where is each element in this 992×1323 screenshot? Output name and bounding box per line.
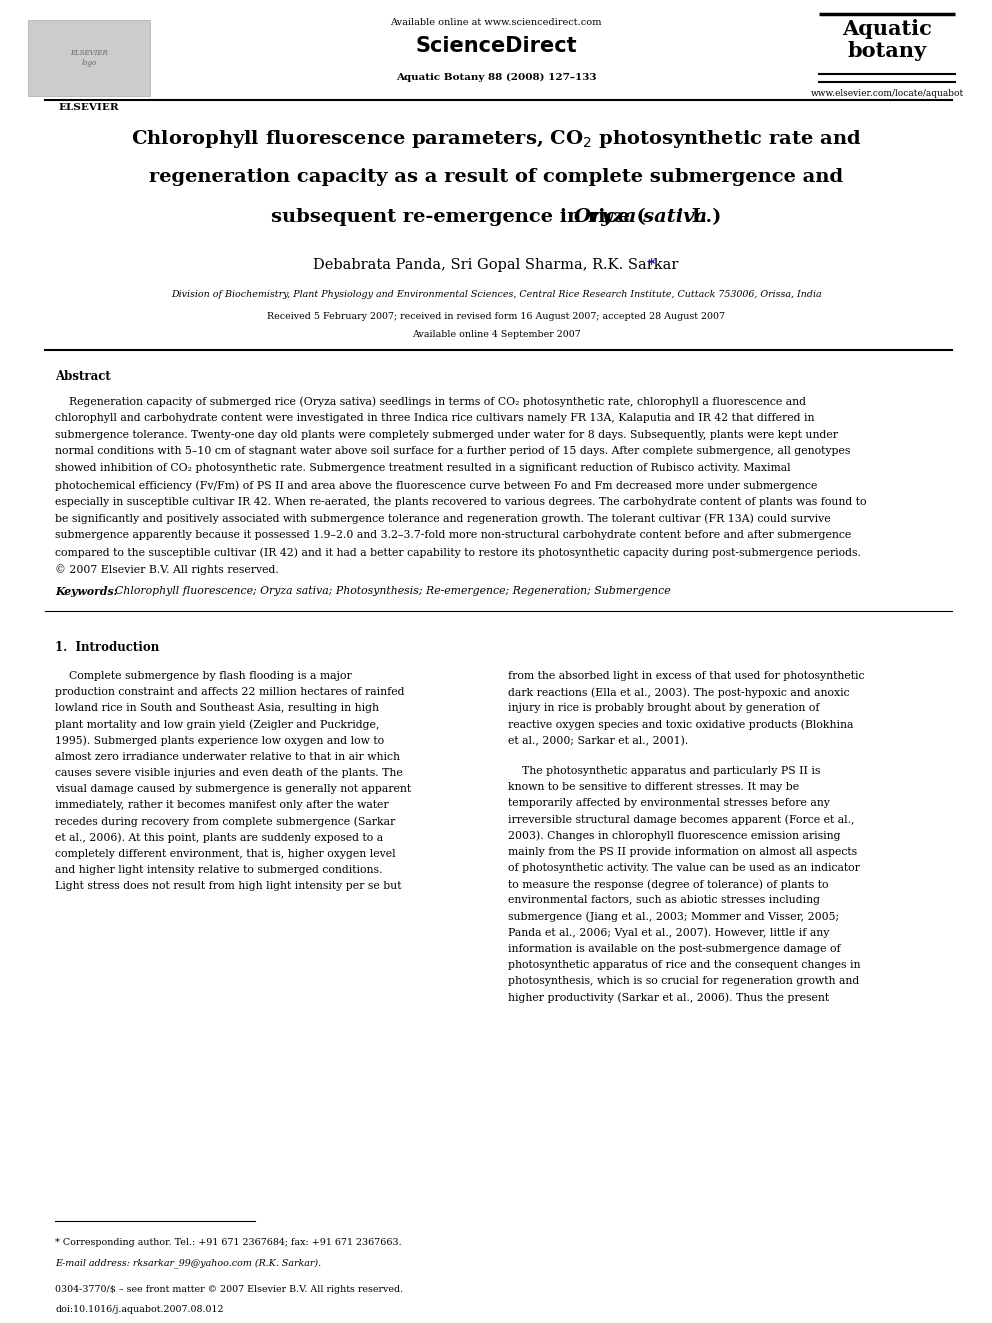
Text: Debabrata Panda, Sri Gopal Sharma, R.K. Sarkar: Debabrata Panda, Sri Gopal Sharma, R.K. … xyxy=(313,258,679,273)
Text: causes severe visible injuries and even death of the plants. The: causes severe visible injuries and even … xyxy=(55,767,403,778)
Text: photosynthetic apparatus of rice and the consequent changes in: photosynthetic apparatus of rice and the… xyxy=(508,960,860,970)
Text: mainly from the PS II provide information on almost all aspects: mainly from the PS II provide informatio… xyxy=(508,847,857,856)
Text: Panda et al., 2006; Vyal et al., 2007). However, little if any: Panda et al., 2006; Vyal et al., 2007). … xyxy=(508,927,829,938)
Text: 1.  Introduction: 1. Introduction xyxy=(55,640,160,654)
Text: higher productivity (Sarkar et al., 2006). Thus the present: higher productivity (Sarkar et al., 2006… xyxy=(508,992,829,1003)
Text: irreversible structural damage becomes apparent (Force et al.,: irreversible structural damage becomes a… xyxy=(508,814,854,824)
Text: of photosynthetic activity. The value can be used as an indicator: of photosynthetic activity. The value ca… xyxy=(508,863,860,873)
Text: © 2007 Elsevier B.V. All rights reserved.: © 2007 Elsevier B.V. All rights reserved… xyxy=(55,564,279,574)
Text: Keywords:: Keywords: xyxy=(55,586,118,597)
Text: ScienceDirect: ScienceDirect xyxy=(416,36,576,56)
Text: Available online 4 September 2007: Available online 4 September 2007 xyxy=(412,329,580,339)
Text: compared to the susceptible cultivar (IR 42) and it had a better capability to r: compared to the susceptible cultivar (IR… xyxy=(55,548,861,558)
Text: 1995). Submerged plants experience low oxygen and low to: 1995). Submerged plants experience low o… xyxy=(55,736,384,746)
Text: •••: ••• xyxy=(448,38,478,52)
Text: completely different environment, that is, higher oxygen level: completely different environment, that i… xyxy=(55,849,396,859)
Text: immediately, rather it becomes manifest only after the water: immediately, rather it becomes manifest … xyxy=(55,800,389,811)
Text: plant mortality and low grain yield (Zeigler and Puckridge,: plant mortality and low grain yield (Zei… xyxy=(55,720,379,730)
Text: submergence tolerance. Twenty-one day old plants were completely submerged under: submergence tolerance. Twenty-one day ol… xyxy=(55,430,838,439)
Text: production constraint and affects 22 million hectares of rainfed: production constraint and affects 22 mil… xyxy=(55,687,405,697)
Text: ELSEVIER
logo: ELSEVIER logo xyxy=(70,49,108,66)
Text: 0304-3770/$ – see front matter © 2007 Elsevier B.V. All rights reserved.: 0304-3770/$ – see front matter © 2007 El… xyxy=(55,1285,403,1294)
Text: showed inhibition of CO₂ photosynthetic rate. Submergence treatment resulted in : showed inhibition of CO₂ photosynthetic … xyxy=(55,463,791,474)
Text: photosynthesis, which is so crucial for regeneration growth and: photosynthesis, which is so crucial for … xyxy=(508,976,859,986)
Text: and higher light intensity relative to submerged conditions.: and higher light intensity relative to s… xyxy=(55,865,382,876)
Text: L.): L.) xyxy=(684,208,721,226)
Text: photochemical efficiency (Fv/Fm) of PS II and area above the fluorescence curve : photochemical efficiency (Fv/Fm) of PS I… xyxy=(55,480,817,491)
Text: Regeneration capacity of submerged rice (Oryza sativa) seedlings in terms of CO₂: Regeneration capacity of submerged rice … xyxy=(55,396,806,406)
Text: doi:10.1016/j.aquabot.2007.08.012: doi:10.1016/j.aquabot.2007.08.012 xyxy=(55,1304,223,1314)
Text: lowland rice in South and Southeast Asia, resulting in high: lowland rice in South and Southeast Asia… xyxy=(55,704,379,713)
Text: Aquatic Botany 88 (2008) 127–133: Aquatic Botany 88 (2008) 127–133 xyxy=(396,73,596,82)
Bar xyxy=(28,20,150,97)
Text: Aquatic
botany: Aquatic botany xyxy=(842,19,931,61)
Text: injury in rice is probably brought about by generation of: injury in rice is probably brought about… xyxy=(508,704,819,713)
Text: known to be sensitive to different stresses. It may be: known to be sensitive to different stres… xyxy=(508,782,800,791)
Text: Available online at www.sciencedirect.com: Available online at www.sciencedirect.co… xyxy=(390,19,602,26)
Text: 2003). Changes in chlorophyll fluorescence emission arising: 2003). Changes in chlorophyll fluorescen… xyxy=(508,831,840,841)
Text: reactive oxygen species and toxic oxidative products (Blokhina: reactive oxygen species and toxic oxidat… xyxy=(508,720,853,730)
Text: regeneration capacity as a result of complete submergence and: regeneration capacity as a result of com… xyxy=(149,168,843,187)
Text: Oryza sativa: Oryza sativa xyxy=(574,208,707,226)
Text: environmental factors, such as abiotic stresses including: environmental factors, such as abiotic s… xyxy=(508,896,820,905)
Text: temporarily affected by environmental stresses before any: temporarily affected by environmental st… xyxy=(508,798,830,808)
Text: normal conditions with 5–10 cm of stagnant water above soil surface for a furthe: normal conditions with 5–10 cm of stagna… xyxy=(55,446,850,456)
Text: ELSEVIER: ELSEVIER xyxy=(59,103,119,112)
Text: chlorophyll and carbohydrate content were investigated in three Indica rice cult: chlorophyll and carbohydrate content wer… xyxy=(55,413,814,423)
Text: * Corresponding author. Tel.: +91 671 2367684; fax: +91 671 2367663.: * Corresponding author. Tel.: +91 671 23… xyxy=(55,1238,402,1248)
Text: especially in susceptible cultivar IR 42. When re-aerated, the plants recovered : especially in susceptible cultivar IR 42… xyxy=(55,497,866,507)
Text: *: * xyxy=(648,258,656,273)
Text: The photosynthetic apparatus and particularly PS II is: The photosynthetic apparatus and particu… xyxy=(508,766,820,775)
Text: Light stress does not result from high light intensity per se but: Light stress does not result from high l… xyxy=(55,881,402,892)
Text: et al., 2006). At this point, plants are suddenly exposed to a: et al., 2006). At this point, plants are… xyxy=(55,832,383,843)
Text: Complete submergence by flash flooding is a major: Complete submergence by flash flooding i… xyxy=(55,671,352,681)
Text: Division of Biochemistry, Plant Physiology and Environmental Sciences, Central R: Division of Biochemistry, Plant Physiolo… xyxy=(171,290,821,299)
Text: E-mail address: rksarkar_99@yahoo.com (R.K. Sarkar).: E-mail address: rksarkar_99@yahoo.com (R… xyxy=(55,1258,321,1267)
Text: et al., 2000; Sarkar et al., 2001).: et al., 2000; Sarkar et al., 2001). xyxy=(508,736,688,746)
Text: to measure the response (degree of tolerance) of plants to: to measure the response (degree of toler… xyxy=(508,878,828,889)
Text: be significantly and positively associated with submergence tolerance and regene: be significantly and positively associat… xyxy=(55,513,830,524)
Text: dark reactions (Ella et al., 2003). The post-hypoxic and anoxic: dark reactions (Ella et al., 2003). The … xyxy=(508,687,849,697)
Text: visual damage caused by submergence is generally not apparent: visual damage caused by submergence is g… xyxy=(55,785,411,794)
Text: Chlorophyll fluorescence; Oryza sativa; Photosynthesis; Re-emergence; Regenerati: Chlorophyll fluorescence; Oryza sativa; … xyxy=(115,586,671,595)
Text: Received 5 February 2007; received in revised form 16 August 2007; accepted 28 A: Received 5 February 2007; received in re… xyxy=(267,312,725,321)
Text: from the absorbed light in excess of that used for photosynthetic: from the absorbed light in excess of tha… xyxy=(508,671,864,681)
Text: almost zero irradiance underwater relative to that in air which: almost zero irradiance underwater relati… xyxy=(55,751,400,762)
Text: subsequent re-emergence in rice (: subsequent re-emergence in rice ( xyxy=(271,208,646,226)
Text: information is available on the post-submergence damage of: information is available on the post-sub… xyxy=(508,943,840,954)
Text: submergence (Jiang et al., 2003; Mommer and Visser, 2005;: submergence (Jiang et al., 2003; Mommer … xyxy=(508,912,839,922)
Text: Abstract: Abstract xyxy=(55,370,111,382)
Text: recedes during recovery from complete submergence (Sarkar: recedes during recovery from complete su… xyxy=(55,816,395,827)
Text: submergence apparently because it possessed 1.9–2.0 and 3.2–3.7-fold more non-st: submergence apparently because it posses… xyxy=(55,531,851,540)
Text: Chlorophyll fluorescence parameters, CO$_2$ photosynthetic rate and: Chlorophyll fluorescence parameters, CO$… xyxy=(131,128,861,149)
Text: www.elsevier.com/locate/aquabot: www.elsevier.com/locate/aquabot xyxy=(810,89,963,98)
